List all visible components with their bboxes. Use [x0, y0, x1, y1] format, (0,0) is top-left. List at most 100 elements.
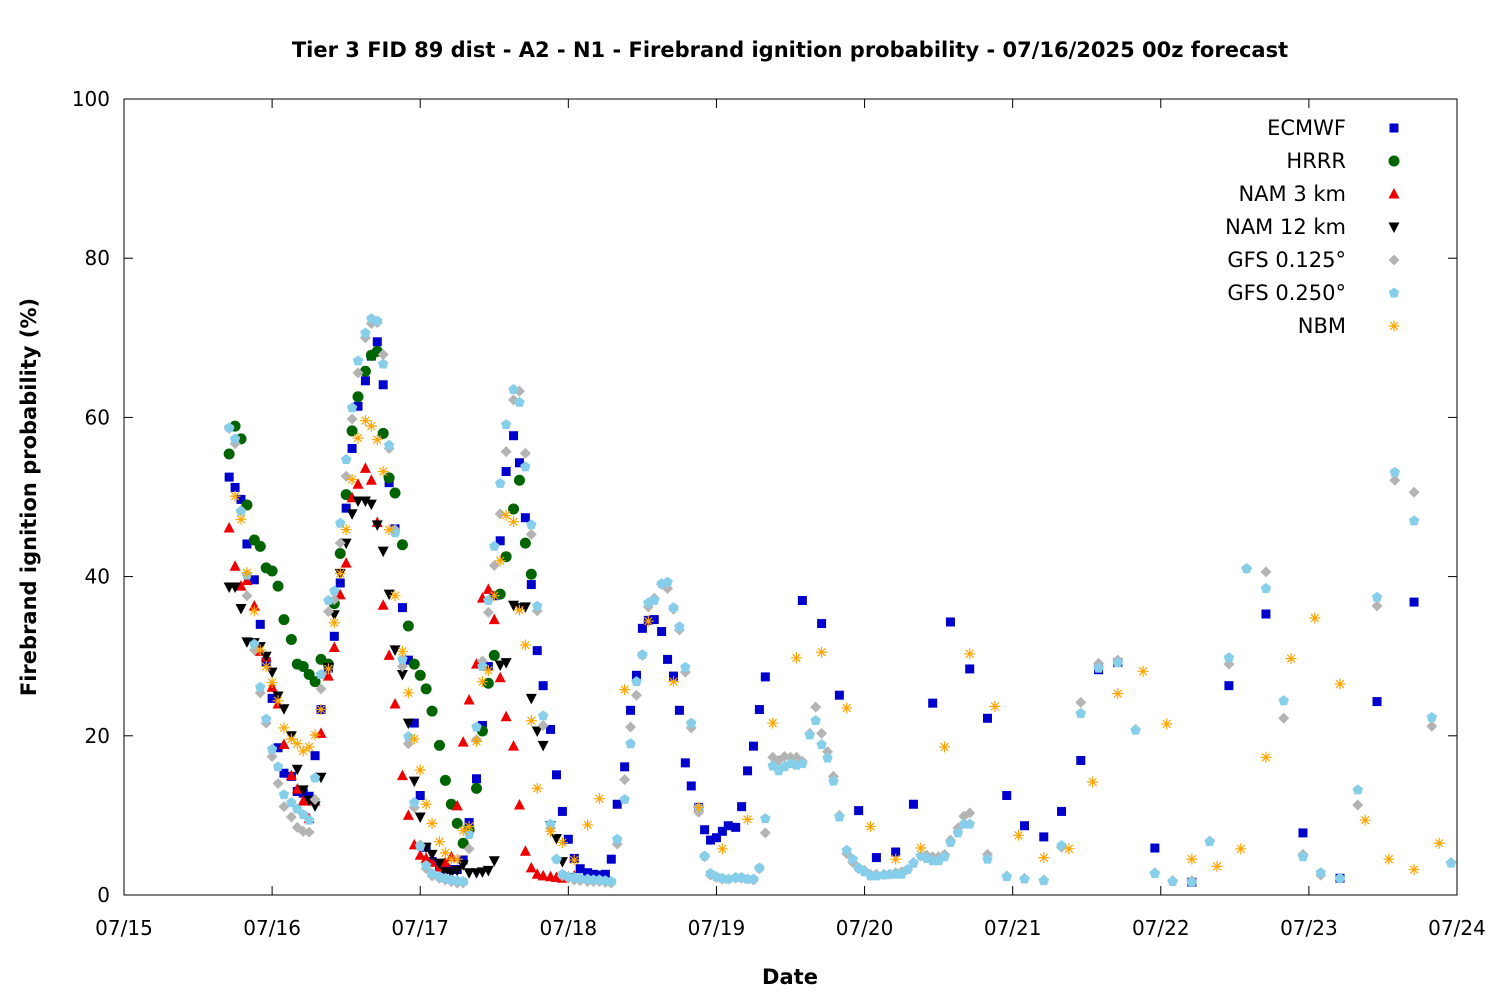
legend-label: HRRR: [1286, 149, 1346, 173]
data-point: [1371, 600, 1383, 612]
data-point: [322, 670, 334, 681]
data-point: [1204, 836, 1215, 847]
data-point: [551, 770, 561, 780]
data-point: [371, 434, 383, 446]
data-point: [965, 664, 975, 674]
data-point: [508, 740, 520, 751]
data-point: [989, 700, 1001, 712]
asterisk-stroke: [471, 735, 483, 747]
data-point: [625, 721, 637, 733]
data-point: [340, 557, 352, 568]
data-point: [531, 726, 543, 738]
asterisk-stroke: [582, 819, 594, 831]
asterisk-stroke: [1334, 678, 1346, 690]
data-point: [414, 849, 426, 860]
data-point: [568, 854, 580, 866]
data-point: [433, 858, 445, 870]
data-point: [619, 774, 631, 786]
data-point: [297, 809, 309, 820]
asterisk-stroke: [1087, 776, 1099, 788]
data-point: [514, 458, 524, 468]
data-point: [359, 415, 371, 427]
data-point: [303, 741, 315, 753]
data-point: [964, 818, 975, 829]
data-point: [674, 621, 685, 632]
data-point: [255, 619, 265, 629]
data-point: [513, 474, 525, 486]
data-point: [525, 861, 537, 873]
asterisk-stroke: [508, 516, 520, 528]
data-point: [315, 704, 327, 716]
data-point: [340, 524, 352, 536]
data-point: [1013, 829, 1025, 841]
data-point: [235, 505, 247, 516]
data-point: [272, 695, 284, 707]
data-point: [328, 617, 340, 629]
data-point: [396, 539, 408, 551]
data-point: [1334, 872, 1346, 883]
data-point: [445, 868, 457, 879]
data-point: [1063, 843, 1075, 855]
data-point: [414, 669, 426, 681]
data-point: [1241, 563, 1252, 574]
data-point: [335, 578, 345, 588]
data-point: [526, 519, 537, 530]
data-point: [439, 847, 451, 859]
data-point: [365, 474, 377, 485]
data-point: [1426, 720, 1438, 732]
data-point: [1056, 840, 1067, 851]
data-point: [1038, 875, 1050, 886]
data-point: [626, 705, 636, 715]
asterisk-stroke: [525, 715, 537, 727]
data-point: [982, 713, 992, 723]
data-point: [854, 806, 864, 816]
asterisk-stroke: [334, 567, 346, 579]
asterisk-stroke: [742, 813, 754, 825]
data-point: [519, 447, 531, 459]
asterisk-stroke: [693, 801, 705, 813]
data-point: [519, 845, 531, 856]
data-point: [593, 793, 605, 805]
asterisk-stroke: [365, 420, 377, 432]
data-point: [538, 681, 548, 691]
data-point: [353, 401, 363, 411]
data-point: [537, 710, 549, 721]
data-point: [619, 793, 630, 804]
data-point: [908, 857, 919, 868]
data-point: [397, 603, 407, 613]
asterisk-stroke: [303, 741, 315, 753]
data-point: [1408, 864, 1420, 876]
data-point: [494, 671, 506, 683]
data-point: [310, 751, 320, 761]
data-point: [377, 546, 389, 558]
data-point: [1261, 609, 1271, 619]
data-point: [402, 620, 414, 632]
data-point: [513, 799, 525, 810]
data-point: [458, 855, 468, 865]
data-point: [674, 705, 684, 715]
data-point: [254, 540, 266, 552]
data-point: [249, 575, 259, 585]
data-point: [488, 613, 500, 625]
data-point: [693, 801, 705, 813]
data-point: [463, 829, 475, 839]
data-point: [663, 654, 673, 664]
asterisk-stroke: [297, 745, 309, 757]
data-point: [272, 580, 284, 592]
asterisk-stroke: [260, 661, 272, 673]
data-point: [457, 736, 469, 747]
data-point: [1408, 515, 1420, 526]
data-point: [309, 772, 321, 783]
legend-label: GFS 0.250°: [1227, 281, 1346, 305]
data-point: [328, 641, 340, 652]
data-point: [1112, 688, 1124, 700]
data-point: [309, 729, 321, 741]
data-point: [346, 425, 358, 437]
data-point: [890, 853, 902, 865]
data-point: [716, 843, 728, 855]
series-6: [229, 415, 1445, 876]
data-point: [334, 537, 346, 549]
data-point: [841, 844, 853, 855]
data-point: [1371, 591, 1383, 602]
